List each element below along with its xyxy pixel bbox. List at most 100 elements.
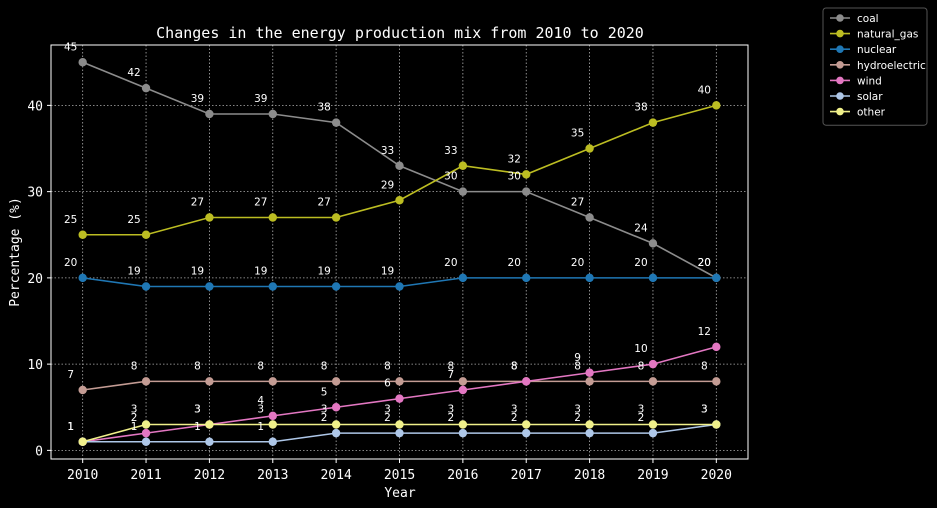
data-point-other xyxy=(141,420,151,429)
x-tick-label: 2016 xyxy=(447,468,478,483)
data-point-wind xyxy=(522,377,531,386)
data-label-hydroelectric: 8 xyxy=(511,360,518,372)
y-tick-label: 30 xyxy=(27,186,43,201)
data-point-natural_gas xyxy=(395,196,404,205)
data-point-nuclear xyxy=(585,273,594,283)
data-label-nuclear: 20 xyxy=(64,257,77,269)
data-label-nuclear: 19 xyxy=(381,266,394,278)
legend-marker-swatch xyxy=(836,29,844,38)
data-label-hydroelectric: 8 xyxy=(638,360,645,372)
data-label-hydroelectric: 8 xyxy=(448,360,455,372)
data-label-natural_gas: 40 xyxy=(698,84,711,96)
data-point-hydroelectric xyxy=(78,385,87,395)
data-point-nuclear xyxy=(522,273,531,283)
data-point-nuclear xyxy=(205,282,214,291)
data-label-wind: 12 xyxy=(698,326,711,338)
data-label-solar: 2 xyxy=(574,412,581,424)
data-label-solar: 1 xyxy=(257,421,264,433)
data-label-coal: 42 xyxy=(127,67,140,79)
data-point-coal xyxy=(522,187,531,196)
data-point-natural_gas xyxy=(141,230,151,239)
legend-marker-swatch xyxy=(836,61,844,69)
data-point-hydroelectric xyxy=(585,377,594,386)
axes: 2010 2011 2012 2013 2014 2015 2016 2017 2018 2019… xyxy=(27,44,749,483)
data-point-coal xyxy=(585,213,594,222)
y-axis-label: Percentage (%) xyxy=(8,197,23,307)
data-label-natural_gas: 32 xyxy=(508,153,521,165)
legend-label: nuclear xyxy=(857,44,897,56)
data-label-solar: 2 xyxy=(321,412,328,424)
data-point-other xyxy=(648,420,658,429)
data-point-natural_gas xyxy=(331,213,341,222)
x-tick-label: 2010 xyxy=(67,468,98,483)
data-label-nuclear: 20 xyxy=(444,257,457,269)
data-label-solar: 1 xyxy=(131,421,138,433)
data-label-solar: 2 xyxy=(384,412,391,424)
data-point-nuclear xyxy=(648,273,658,283)
data-point-wind xyxy=(395,394,404,403)
data-label-natural_gas: 29 xyxy=(381,179,394,191)
data-point-coal xyxy=(78,58,87,67)
legend-item-wind: wind xyxy=(830,75,882,87)
y-tick-label: 20 xyxy=(27,272,43,287)
data-label-nuclear: 20 xyxy=(698,257,711,269)
data-point-coal xyxy=(141,83,151,93)
data-point-natural_gas xyxy=(522,170,531,179)
data-label-coal: 39 xyxy=(254,93,267,105)
chart-title: Changes in the energy production mix fro… xyxy=(156,24,644,42)
data-point-hydroelectric xyxy=(395,377,404,386)
legend-marker-swatch xyxy=(836,14,844,22)
data-point-hydroelectric xyxy=(648,377,658,386)
data-point-solar xyxy=(458,428,468,438)
data-label-other: 3 xyxy=(511,404,518,416)
series-line-natural_gas xyxy=(82,104,717,236)
x-tick-label: 2012 xyxy=(194,468,225,483)
series-natural_gas xyxy=(78,101,721,239)
data-label-wind: 9 xyxy=(574,352,581,364)
data-label-nuclear: 20 xyxy=(634,257,647,269)
data-label-nuclear: 19 xyxy=(317,266,330,278)
data-label-other: 3 xyxy=(701,404,708,416)
series-wind xyxy=(78,342,721,446)
data-point-wind xyxy=(458,385,468,395)
data-label-hydroelectric: 8 xyxy=(321,360,328,372)
series-other xyxy=(78,420,721,446)
x-tick-label: 2020 xyxy=(701,468,732,483)
data-label-coal: 45 xyxy=(64,41,77,53)
data-point-solar xyxy=(522,428,531,438)
data-point-solar xyxy=(205,437,214,446)
legend-item-natural_gas: natural_gas xyxy=(830,29,918,41)
data-point-nuclear xyxy=(395,282,404,291)
x-tick-label: 2018 xyxy=(574,468,605,483)
data-point-solar xyxy=(648,428,658,438)
data-point-solar xyxy=(141,437,151,446)
legend-label: natural_gas xyxy=(857,29,918,41)
data-label-natural_gas: 27 xyxy=(317,197,330,209)
data-point-natural_gas xyxy=(585,144,594,153)
data-point-coal xyxy=(268,109,277,119)
data-label-coal: 39 xyxy=(191,93,204,105)
data-label-wind: 7 xyxy=(448,369,455,381)
data-point-other xyxy=(205,420,214,429)
data-label-wind: 3 xyxy=(194,404,201,416)
data-label-other: 3 xyxy=(384,404,391,416)
data-label-coal: 38 xyxy=(317,102,330,114)
legend-marker-swatch xyxy=(836,107,844,116)
data-label-other: 1 xyxy=(67,421,74,433)
data-label-natural_gas: 33 xyxy=(444,145,457,157)
data-point-nuclear xyxy=(78,273,87,283)
data-point-nuclear xyxy=(268,282,277,291)
legend-marker-swatch xyxy=(836,76,844,85)
x-axis-label: Year xyxy=(384,486,415,501)
x-tick-label: 2019 xyxy=(637,468,668,483)
data-label-other: 3 xyxy=(194,404,201,416)
legend-item-nuclear: nuclear xyxy=(830,44,897,56)
data-point-wind xyxy=(585,368,594,377)
legend-item-solar: solar xyxy=(830,91,883,103)
y-tick-label: 0 xyxy=(35,444,43,459)
legend-item-other: other xyxy=(830,107,886,119)
data-label-solar: 2 xyxy=(448,412,455,424)
data-label-natural_gas: 27 xyxy=(191,197,204,209)
